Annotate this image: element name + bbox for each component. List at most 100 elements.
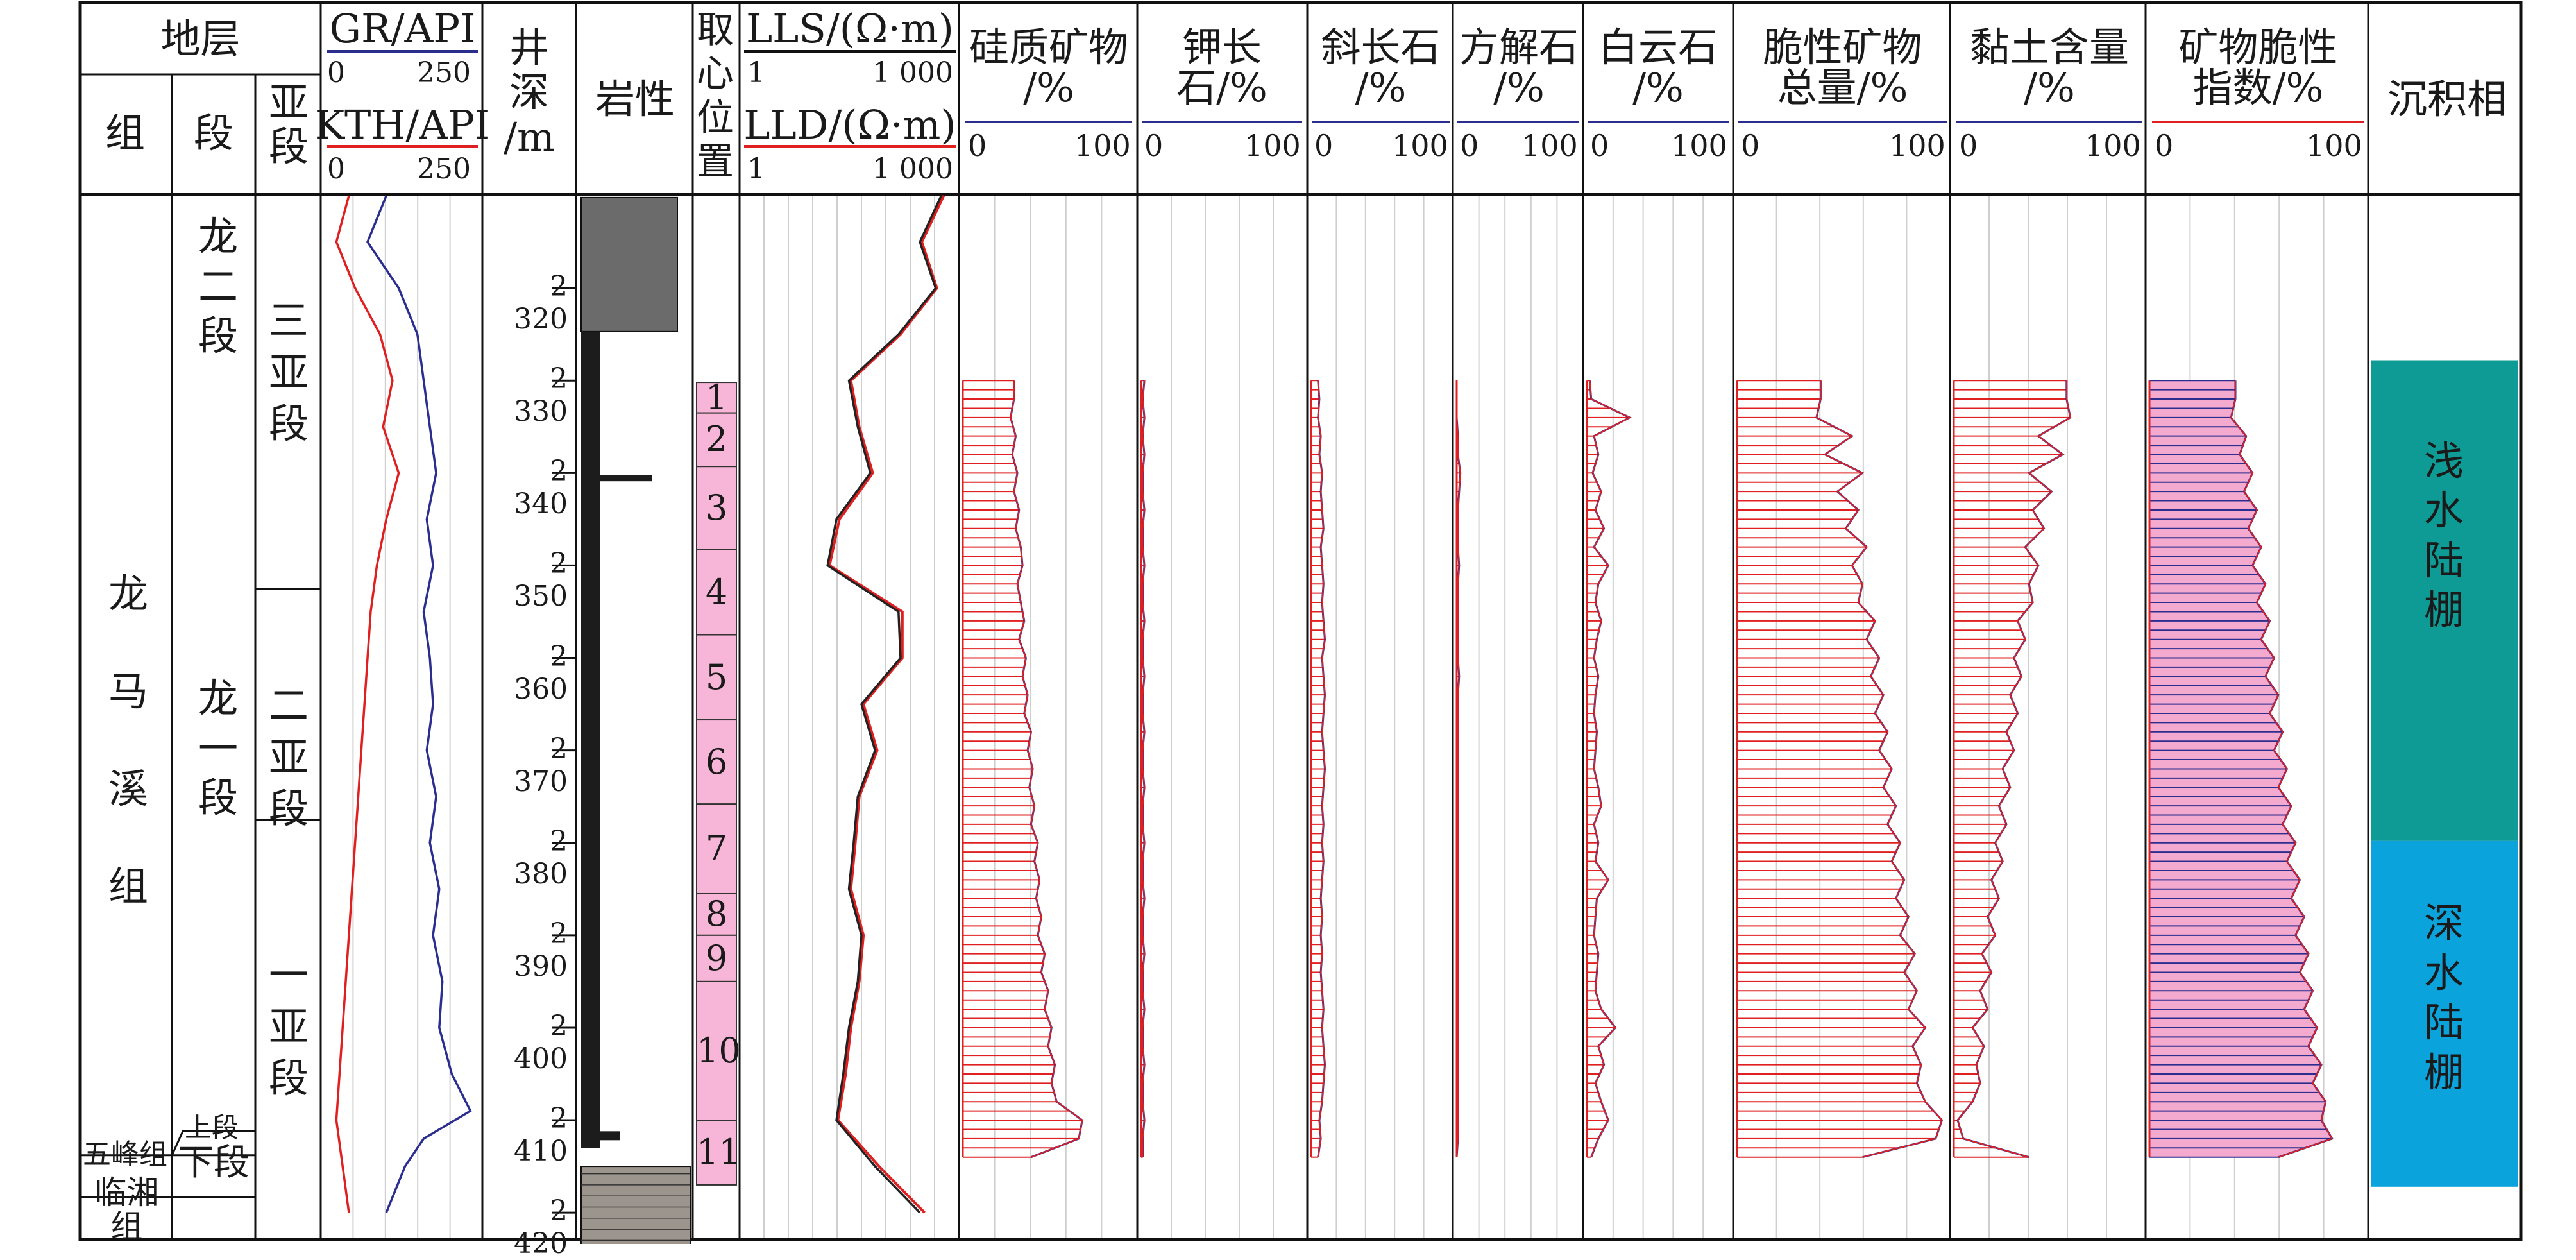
subsegment-2: 二 亚 段	[268, 682, 309, 833]
segment-header: 段	[193, 109, 233, 157]
stratum-header: 地层	[160, 15, 241, 62]
brittleness-curve-red	[2230, 380, 2334, 1158]
core-interval-11	[696, 1120, 737, 1186]
calcite-header: 方解石 /%	[1459, 23, 1579, 111]
pct-min-label: 0	[1144, 128, 1164, 163]
depth-tick-label: 2 410	[514, 1102, 568, 1168]
facies-header: 沉积相	[2387, 76, 2507, 123]
depth-tick-label: 2 330	[514, 362, 568, 429]
core-interval-2	[696, 412, 737, 468]
facies-deep-shelf	[2371, 840, 2518, 1187]
pct-max-label: 100	[2085, 128, 2141, 163]
lld-header-label: LLD/(Ω·m)	[743, 101, 956, 149]
grid-layer	[352, 196, 2325, 1238]
kfeldspar-header: 钾长石/%	[1176, 23, 1267, 111]
depth-tick-label: 2 380	[514, 824, 568, 890]
facies-shallow-label: 浅 水 陆 棚	[2423, 437, 2464, 634]
kth-min-label: 0	[327, 153, 345, 185]
dolomite-curve	[1588, 380, 1632, 1158]
subsegment-header: 亚 段	[268, 79, 309, 171]
pct-max-label: 100	[1244, 128, 1301, 163]
subsegment-3: 三 亚 段	[268, 297, 309, 448]
facies-deep-label: 深 水 陆 棚	[2423, 899, 2464, 1096]
pct-min-label: 0	[1314, 128, 1334, 163]
pct-min-label: 0	[1460, 128, 1479, 163]
gr-header-label: GR/API	[329, 5, 476, 53]
dolomite-header: 白云石 /%	[1598, 23, 1718, 111]
segment-long2: 龙 二 段	[198, 213, 238, 359]
pct-min-label: 0	[1590, 128, 1609, 163]
depth-tick-label: 2 420	[514, 1195, 568, 1260]
facies-shallow-shelf	[2371, 360, 2518, 841]
pct-max-label: 100	[1671, 128, 1727, 163]
linxiang-group: 临湘 组	[94, 1174, 159, 1245]
kth-curve	[335, 195, 400, 1213]
siliceous-header: 硅质矿物 /%	[969, 23, 1128, 111]
core-interval-label: 2	[705, 419, 728, 460]
pct-min-label: 0	[1741, 128, 1760, 163]
core-interval-label: 4	[705, 572, 728, 613]
lithology-bed	[581, 475, 652, 482]
wufeng-group: 五峰组	[83, 1137, 167, 1171]
core-interval-5	[696, 634, 737, 721]
fill-layer	[580, 196, 2518, 1244]
subsegment-1: 一 亚 段	[268, 951, 309, 1102]
lld-min-label: 1	[747, 153, 765, 185]
frame-layer	[78, 1, 2523, 1241]
calcite-curve-red	[1456, 380, 1461, 1157]
pct-max-label: 100	[1521, 128, 1578, 163]
segment-long1: 龙 一 段	[198, 675, 238, 821]
core-interval-label: 9	[705, 937, 728, 978]
pct-min-label: 0	[968, 128, 987, 163]
brittle_total-curve-red	[1815, 380, 1943, 1158]
core-interval-4	[696, 549, 737, 636]
outer-frame	[78, 1, 2523, 1241]
wufeng-bracket	[171, 1130, 255, 1157]
depth-tick-label: 2 400	[514, 1009, 568, 1075]
pct-min-label: 0	[1959, 128, 1978, 163]
pct-max-label: 100	[1074, 128, 1131, 163]
depth-tick-label: 2 340	[514, 455, 568, 521]
curve-layer	[335, 195, 2334, 1214]
lithology-black-shale	[581, 331, 600, 1148]
core-interval-label: 3	[705, 488, 728, 529]
lithology-limestone	[580, 1166, 691, 1244]
kfeldspar-curve-red	[1142, 380, 1146, 1157]
core-interval-label: 1	[705, 377, 728, 418]
core-interval-label: 7	[705, 828, 728, 869]
pct-max-label: 100	[2306, 128, 2362, 163]
gr-min-label: 0	[327, 56, 345, 89]
group-longmaxi: 龙 马 溪 组	[108, 570, 148, 910]
core-interval-label: 6	[705, 741, 728, 782]
lls-header-label: LLS/(Ω·m)	[746, 5, 954, 53]
dolomite-curve-red	[1589, 380, 1631, 1158]
lithology-shale-upper	[580, 196, 678, 332]
depth-tick-label: 2 370	[514, 732, 568, 798]
depth-tick-label: 2 320	[514, 270, 568, 336]
gr-curve	[366, 195, 472, 1213]
core-interval-label: 10	[697, 1030, 741, 1071]
core-interval-label: 11	[697, 1132, 741, 1173]
pct-max-label: 100	[1889, 128, 1945, 163]
kth-max-label: 250	[417, 153, 471, 185]
brittle-total-header: 脆性矿物 总量/%	[1763, 23, 1922, 111]
depth-tick-label: 2 360	[514, 640, 568, 706]
wufeng-upper: 上段	[184, 1111, 239, 1143]
lls-min-label: 1	[747, 56, 765, 89]
core-header: 取 心 位 置	[696, 8, 734, 183]
core-interval-label: 5	[705, 656, 728, 697]
wufeng-lower: 下段	[178, 1142, 250, 1184]
lithology-bed	[581, 1131, 620, 1141]
lls-max-label: 1 000	[872, 56, 953, 89]
core-interval-3	[696, 466, 737, 550]
core-interval-1	[696, 382, 737, 414]
depth-tick-label: 2 390	[514, 917, 568, 983]
core-interval-9	[696, 934, 737, 982]
lls-curve	[826, 195, 942, 1214]
lithology-header: 岩性	[595, 76, 675, 123]
core-interval-7	[696, 803, 737, 894]
core-interval-label: 8	[705, 894, 728, 935]
kth-header-label: KTH/API	[314, 101, 491, 149]
brittleness-header: 矿物脆性 指数/%	[2178, 23, 2338, 111]
